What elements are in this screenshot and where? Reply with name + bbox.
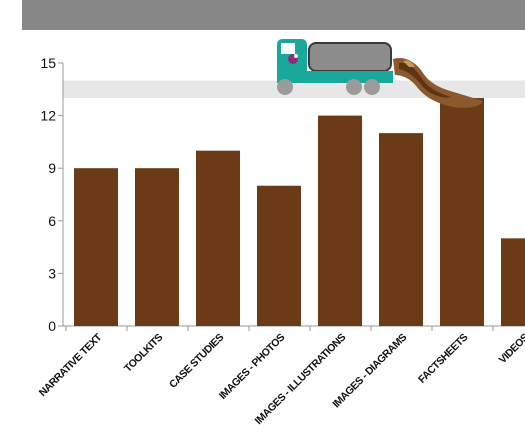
truck-wheel-guard	[277, 80, 393, 83]
bar	[318, 115, 362, 326]
x-category-label: VIDEOS	[497, 331, 525, 366]
truck-wheel-rear-2	[364, 79, 380, 95]
highlight-band	[63, 80, 525, 99]
truck-tank	[308, 42, 392, 72]
truck-wheel-rear-1	[346, 79, 362, 95]
bar	[440, 98, 484, 326]
y-tick-label: 6	[48, 213, 56, 229]
x-axis-labels: NARRATIVE TEXT TOOLKITS CASE STUDIESIMAGES…	[37, 326, 525, 427]
y-tick-label: 0	[48, 318, 56, 334]
truck-chassis	[277, 71, 393, 80]
y-tick-label: 9	[48, 160, 56, 176]
bar	[379, 133, 423, 326]
bar	[501, 238, 525, 326]
bar	[135, 168, 179, 326]
y-tick-label: 12	[40, 108, 56, 124]
x-category-label: NARRATIVE TEXT	[37, 331, 105, 399]
y-tick-label: 3	[48, 265, 56, 281]
bar	[196, 150, 240, 326]
y-tick-label: 15	[40, 55, 56, 71]
bar	[257, 185, 301, 326]
y-axis-ticks: 0 3 6 9 12 15	[40, 55, 63, 334]
truck-wheel-front	[277, 79, 293, 95]
x-category-label: IMAGES - PHOTOS	[217, 331, 288, 402]
bar	[74, 168, 118, 326]
header-bar	[22, 0, 525, 30]
truck-pouring-icon	[277, 39, 483, 108]
pour-stream-highlight	[403, 60, 415, 67]
bars	[74, 98, 525, 326]
x-category-label: CASE STUDIES	[167, 331, 226, 390]
x-category-label: FACTSHEETS	[416, 331, 470, 385]
pour-stream-shade	[399, 62, 451, 98]
x-category-label: TOOLKITS	[122, 331, 165, 374]
truck-window	[281, 43, 295, 54]
